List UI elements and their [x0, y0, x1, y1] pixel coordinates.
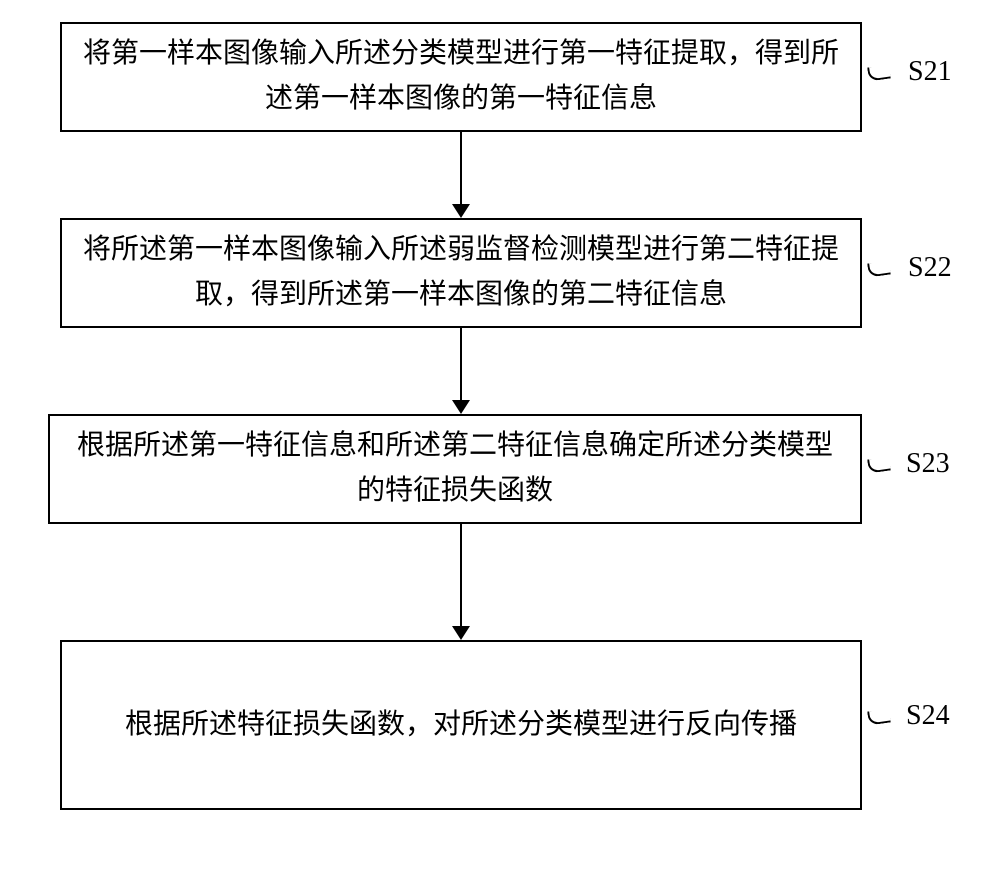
label-s24: S24 [906, 700, 950, 732]
tick-s21 [867, 65, 891, 82]
step-s22-text: 将所述第一样本图像输入所述弱监督检测模型进行第二特征提取，得到所述第一样本图像的… [82, 228, 840, 318]
label-s22: S22 [908, 252, 952, 284]
label-s23: S23 [906, 448, 950, 480]
step-s23: 根据所述第一特征信息和所述第二特征信息确定所述分类模型的特征损失函数 [48, 414, 862, 524]
tick-s22 [867, 261, 891, 278]
step-s21: 将第一样本图像输入所述分类模型进行第一特征提取，得到所述第一样本图像的第一特征信… [60, 22, 862, 132]
arrow-s23-s24 [452, 524, 470, 640]
step-s24-text: 根据所述特征损失函数，对所述分类模型进行反向传播 [125, 703, 797, 748]
tick-s23 [867, 457, 891, 474]
label-s21: S21 [908, 56, 952, 88]
arrow-s21-s22 [452, 132, 470, 218]
flowchart-canvas: 将第一样本图像输入所述分类模型进行第一特征提取，得到所述第一样本图像的第一特征信… [0, 0, 1000, 884]
step-s23-text: 根据所述第一特征信息和所述第二特征信息确定所述分类模型的特征损失函数 [70, 424, 840, 514]
step-s22: 将所述第一样本图像输入所述弱监督检测模型进行第二特征提取，得到所述第一样本图像的… [60, 218, 862, 328]
arrow-s22-s23 [452, 328, 470, 414]
tick-s24 [867, 709, 891, 726]
step-s24: 根据所述特征损失函数，对所述分类模型进行反向传播 [60, 640, 862, 810]
step-s21-text: 将第一样本图像输入所述分类模型进行第一特征提取，得到所述第一样本图像的第一特征信… [82, 32, 840, 122]
